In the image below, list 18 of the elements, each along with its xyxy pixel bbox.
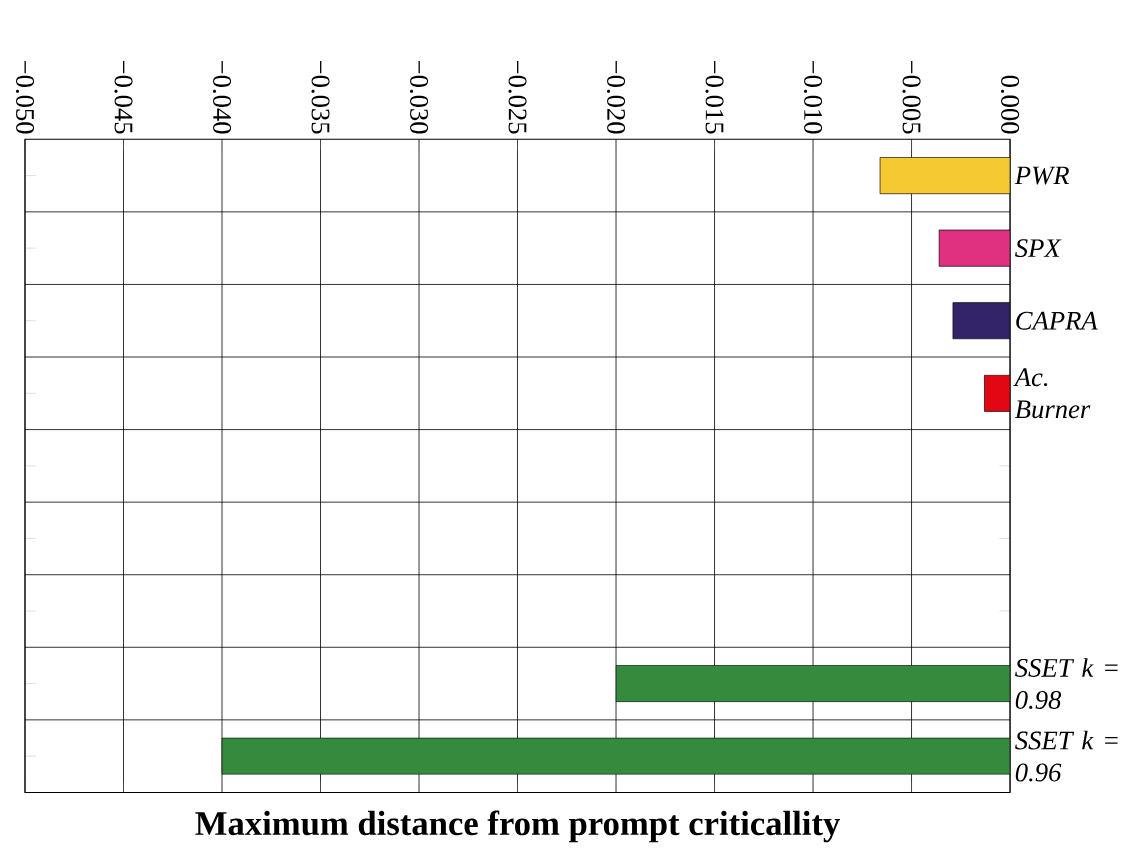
x-tick-label: −0.045 — [114, 60, 133, 134]
y-tick-label: SSET k = 0.98 — [1015, 657, 1118, 709]
x-tick-label: −0.010 — [803, 60, 823, 134]
x-tick-label: −0.030 — [409, 60, 429, 134]
y-tick-label: CAPRA — [1016, 311, 1098, 330]
x-tick-label: −0.035 — [311, 60, 330, 134]
x-tick-label: −0.050 — [15, 60, 35, 134]
y-tick-label: PWR — [1014, 166, 1070, 185]
x-tick-label: −0.040 — [212, 60, 232, 134]
x-tick-label: −0.020 — [606, 60, 626, 134]
y-tick-label: SSET k = 0.96 — [1015, 730, 1118, 782]
x-tick-label: 0.000 — [1001, 75, 1020, 134]
x-tick-label: −0.015 — [705, 60, 724, 134]
x-tick-label: −0.005 — [902, 60, 921, 134]
y-tick-label: SPX — [1015, 239, 1062, 257]
y-tick-label: Ac. Burner — [1013, 368, 1091, 419]
x-tick-label: −0.025 — [508, 60, 527, 134]
x-axis-title: Maximum distance from prompt criticallity — [195, 810, 840, 843]
